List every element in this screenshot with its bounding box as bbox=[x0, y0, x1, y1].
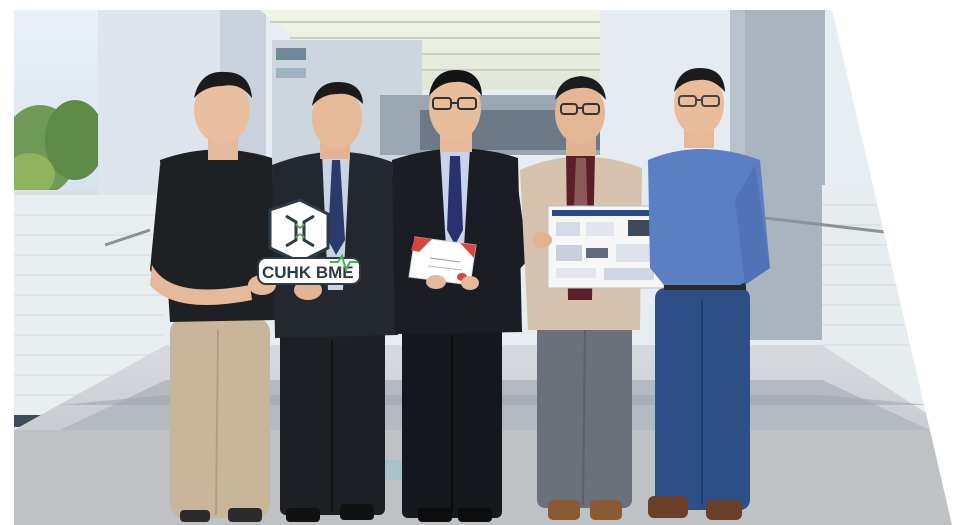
person-5 bbox=[648, 68, 770, 520]
certificate bbox=[408, 236, 479, 290]
cuhk-bme-sign: CUHK BME bbox=[257, 198, 361, 285]
photo-frame-edge bbox=[832, 0, 966, 525]
person-3 bbox=[392, 70, 528, 522]
sign-logo-text: CUHK BME bbox=[262, 263, 354, 282]
person-1 bbox=[150, 71, 276, 522]
left-window-trees bbox=[14, 10, 105, 200]
person-2 bbox=[248, 82, 398, 522]
